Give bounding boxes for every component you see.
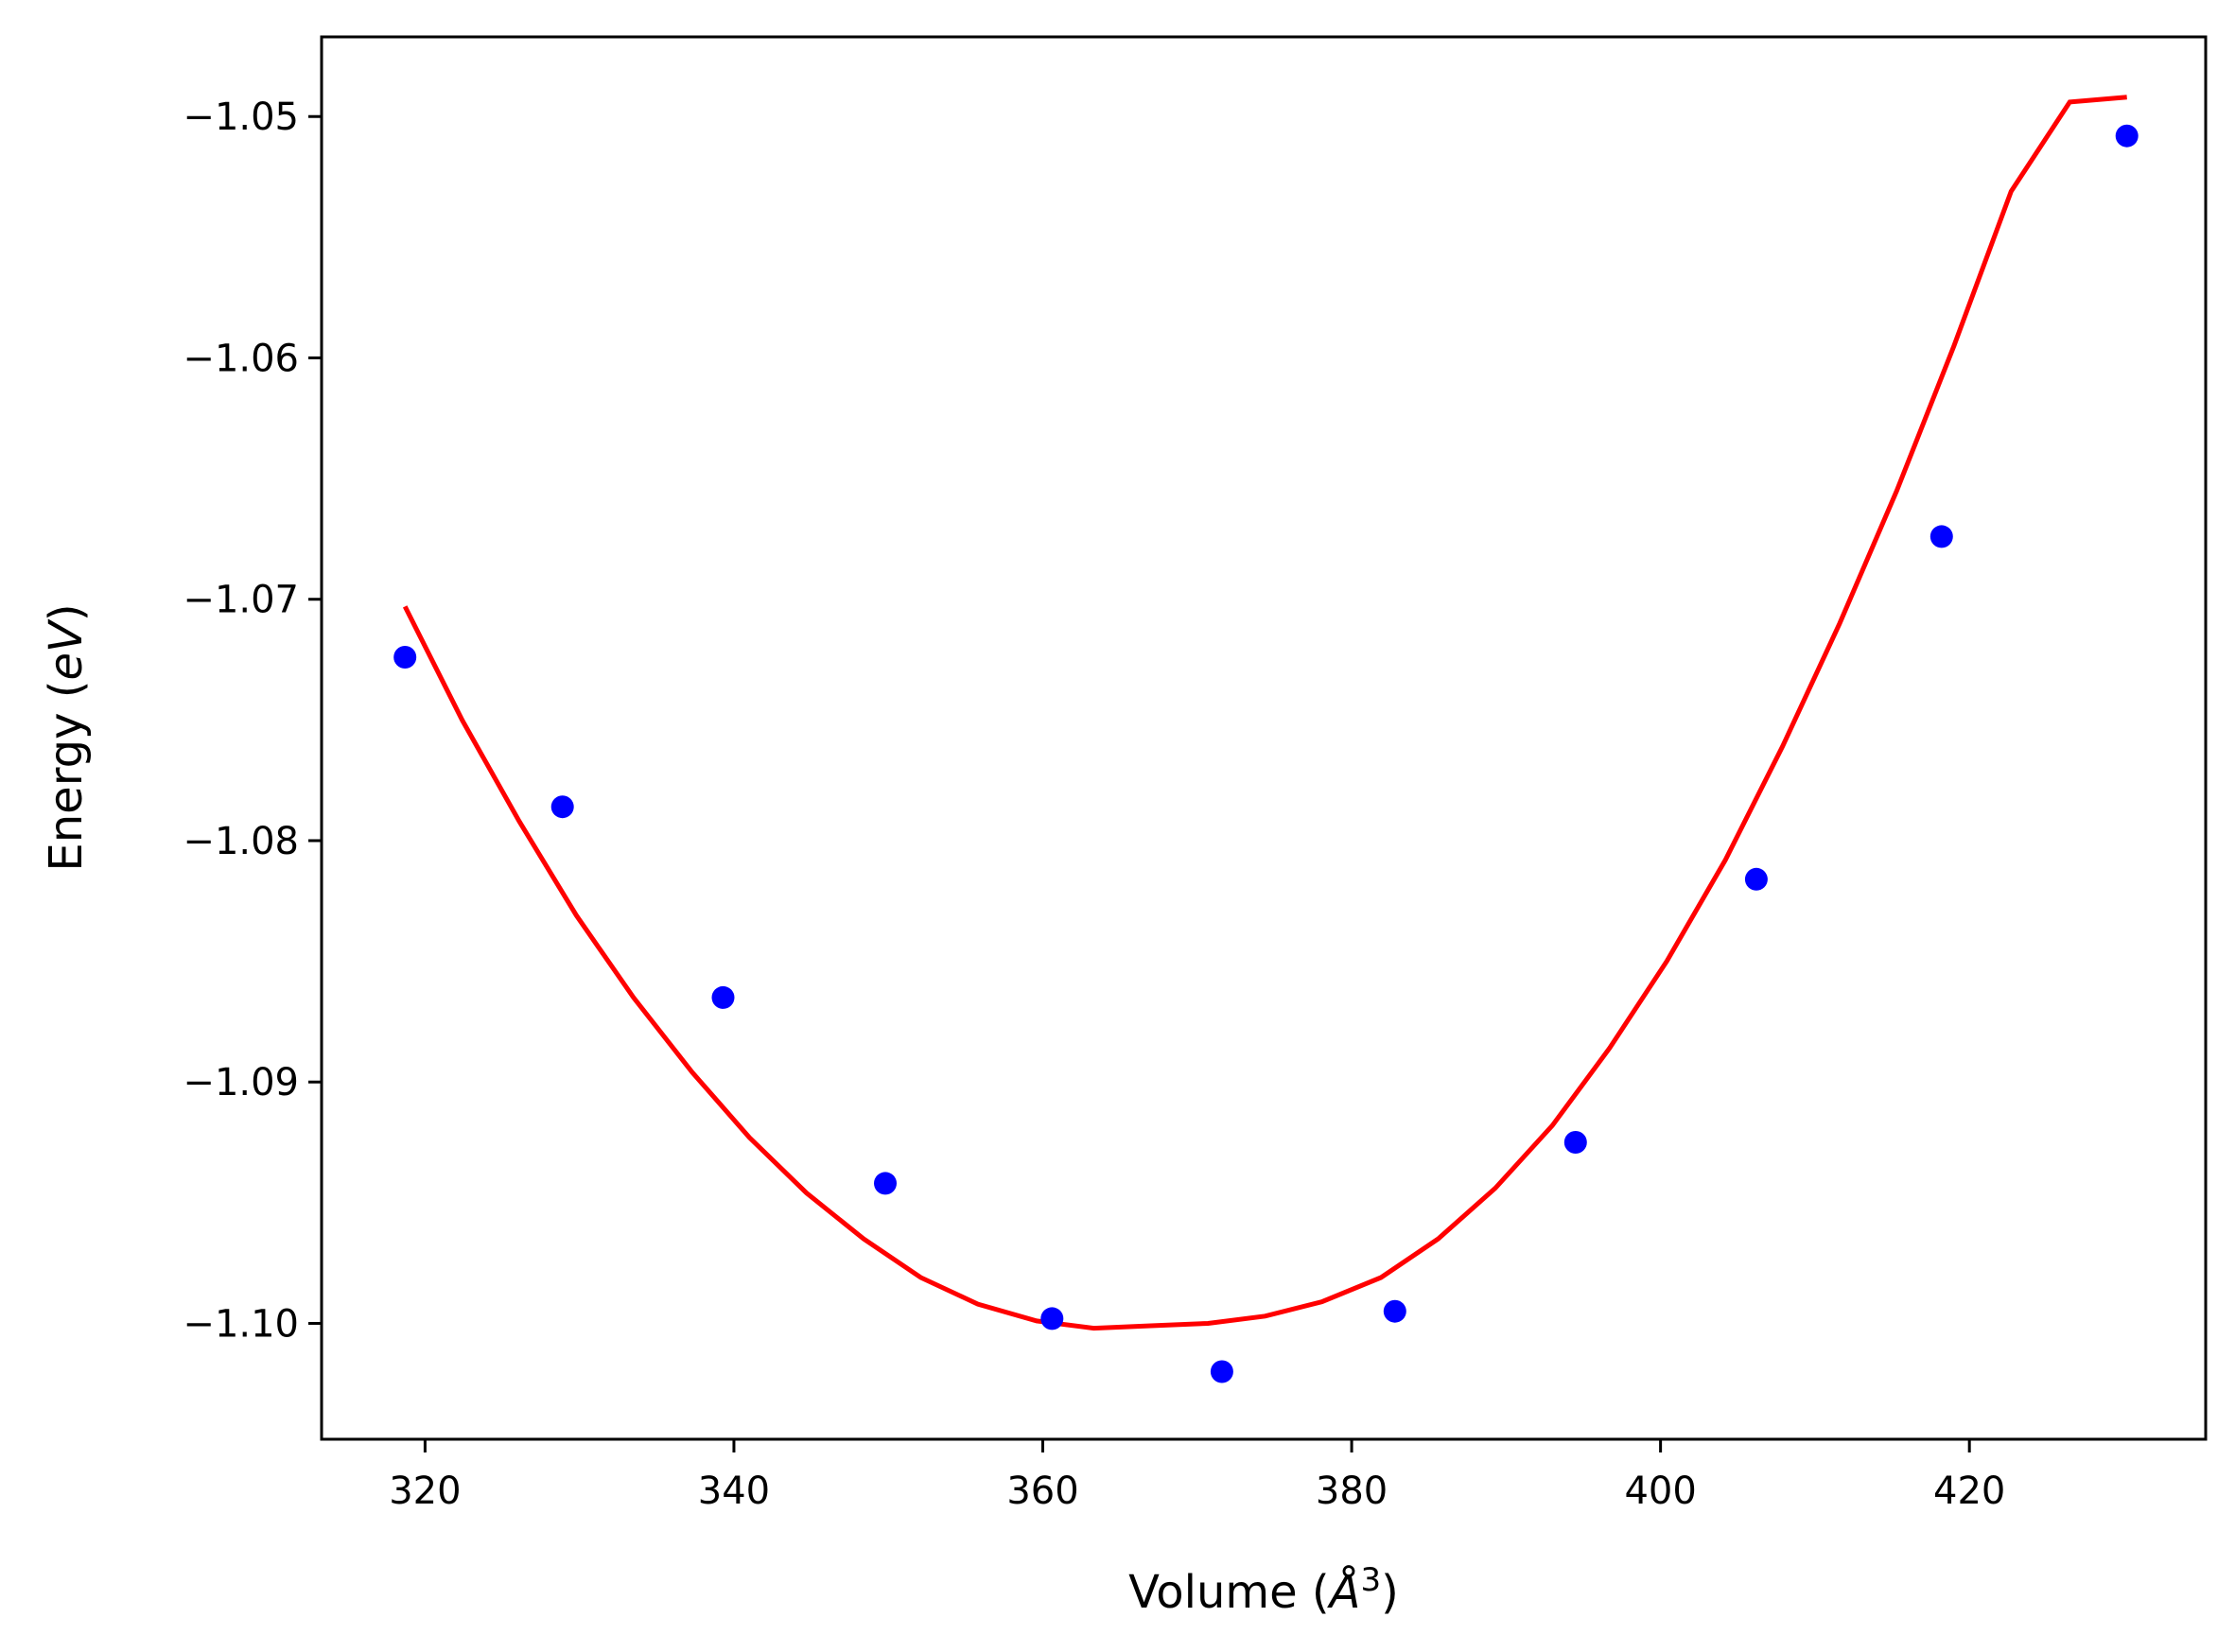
y-axis: −1.10 −1.09 −1.08 −1.07 −1.06 −1.05 [183,96,322,1346]
fit-curve [402,95,2127,1331]
data-point [1210,1360,1233,1383]
plot-frame [320,35,2208,1441]
plot-background [322,37,2206,1439]
x-tick-label: 400 [1624,1469,1696,1513]
data-point [874,1172,897,1195]
data-point [711,985,735,1009]
data-point [1929,525,1953,548]
x-tick-label: 360 [1006,1469,1078,1513]
series-layer [393,95,2139,1383]
data-point [1744,867,1768,891]
y-axis-label: Energy (eV) [40,603,93,871]
x-tick-label: 340 [698,1469,770,1513]
y-tick-label: −1.06 [183,337,299,380]
y-tick-label: −1.08 [183,820,299,863]
y-tick-label: −1.09 [183,1061,299,1104]
data-point [1563,1131,1587,1154]
y-tick-label: −1.10 [183,1302,299,1346]
data-point [550,795,574,819]
x-axis-label: Volume (Å3) [1128,1561,1399,1619]
y-tick-label: −1.07 [183,579,299,622]
data-point [393,646,417,669]
data-point [1383,1299,1406,1323]
data-point [2115,124,2139,148]
x-tick-label: 320 [389,1469,461,1513]
x-axis: 320 340 360 380 400 420 [389,1439,2005,1513]
y-tick-label: −1.05 [183,96,299,139]
data-point [1040,1307,1064,1330]
x-tick-label: 380 [1316,1469,1388,1513]
x-tick-label: 420 [1933,1469,2005,1513]
